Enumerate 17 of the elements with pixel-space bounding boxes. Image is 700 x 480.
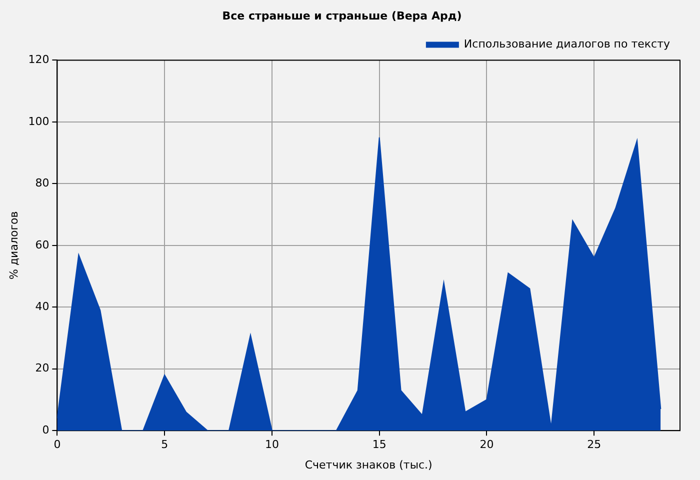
y-tick-label: 80	[35, 176, 50, 190]
chart-title: Все страньше и страньше (Вера Ард)	[222, 9, 462, 22]
y-tick-label: 0	[42, 423, 50, 436]
y-axis-title: % диалогов	[7, 211, 20, 280]
y-tick-label: 100	[28, 114, 50, 128]
x-tick-label: 20	[480, 438, 494, 452]
x-tick-label: 15	[372, 438, 386, 452]
y-tick-label: 20	[35, 362, 50, 375]
x-tick-label: 25	[587, 438, 602, 452]
x-tick-label: 10	[264, 438, 279, 452]
x-tick-label: 0	[54, 438, 61, 452]
y-tick-label: 40	[35, 300, 50, 313]
x-axis-title: Счетчик знаков (тыс.)	[304, 458, 432, 472]
legend-label: Использование диалогов по тексту	[464, 38, 670, 51]
y-tick-label: 60	[35, 238, 50, 252]
x-tick-label: 5	[161, 438, 168, 452]
y-tick-label: 120	[28, 53, 50, 66]
